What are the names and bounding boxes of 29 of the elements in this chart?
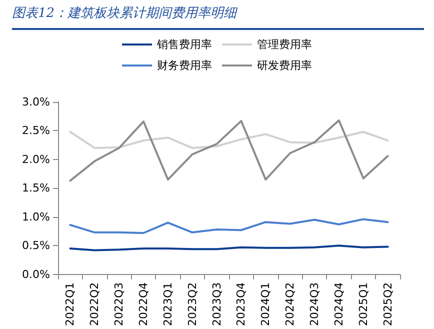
legend-label: 财务费用率 xyxy=(157,59,212,72)
y-tick-label: 0.5% xyxy=(22,239,50,252)
line-series xyxy=(69,218,389,234)
x-tick-label: 2022Q2 xyxy=(88,282,102,326)
x-tick-label: 2024Q1 xyxy=(259,282,272,326)
x-tick-label: 2022Q3 xyxy=(112,282,126,326)
x-tick-label: 2023Q1 xyxy=(161,282,174,326)
x-tick-label: 2022Q1 xyxy=(64,282,77,326)
chart-title: 图表12：建筑板块累计期间费用率明细 xyxy=(12,4,424,30)
x-tick-label: 2023Q3 xyxy=(210,282,224,326)
x-tick-label: 2024Q2 xyxy=(284,282,297,326)
x-tick-label: 2025Q2 xyxy=(381,282,394,326)
y-tick-label: 0.0% xyxy=(22,268,50,281)
y-tick-label: 3.0% xyxy=(22,96,50,108)
y-tick-label: 1.5% xyxy=(22,182,50,195)
y-tick-label: 1.0% xyxy=(22,210,50,224)
x-tick-label: 2022Q4 xyxy=(137,282,150,326)
line-series xyxy=(69,119,389,182)
line-series xyxy=(69,130,389,149)
legend-label: 管理费用率 xyxy=(257,38,312,51)
x-tick-label: 2023Q4 xyxy=(234,282,248,326)
x-tick-label: 2024Q3 xyxy=(308,282,321,326)
legend-label: 销售费用率 xyxy=(156,38,212,51)
x-tick-label: 2024Q4 xyxy=(332,282,346,326)
y-tick-label: 2.5% xyxy=(22,124,50,138)
x-tick-label: 2023Q2 xyxy=(186,282,199,326)
x-tick-label: 2025Q1 xyxy=(356,282,370,326)
legend-label: 研发费用率 xyxy=(257,59,312,72)
y-tick-label: 2.0% xyxy=(22,152,50,166)
